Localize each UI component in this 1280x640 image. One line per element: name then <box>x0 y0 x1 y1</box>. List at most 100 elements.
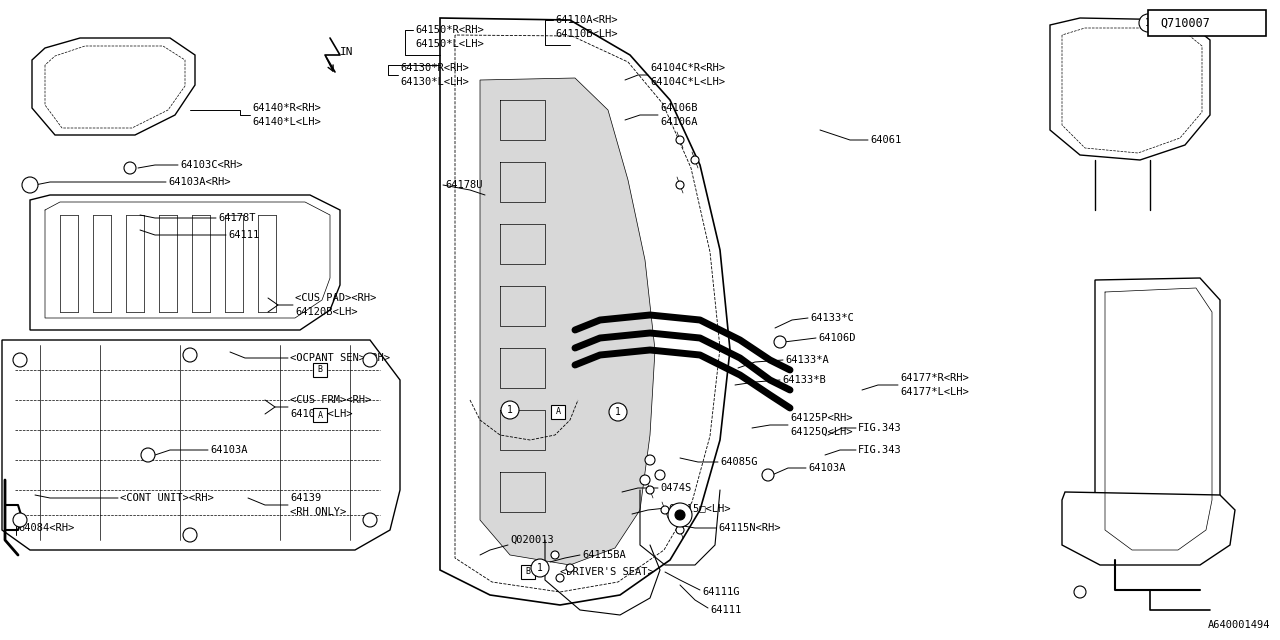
Text: 64100A<LH>: 64100A<LH> <box>291 409 352 419</box>
Text: 64106B: 64106B <box>660 103 698 113</box>
Polygon shape <box>32 38 195 135</box>
Text: 64133*A: 64133*A <box>785 355 828 365</box>
Circle shape <box>655 470 666 480</box>
Text: 64103A: 64103A <box>210 445 247 455</box>
Polygon shape <box>1050 18 1210 160</box>
Text: 64178U: 64178U <box>445 180 483 190</box>
Polygon shape <box>480 78 655 565</box>
Text: <OCPANT SEN><RH>: <OCPANT SEN><RH> <box>291 353 390 363</box>
Text: 1: 1 <box>538 563 543 573</box>
Text: 64125P<RH>: 64125P<RH> <box>790 413 852 423</box>
Polygon shape <box>3 340 399 550</box>
Circle shape <box>141 448 155 462</box>
Text: 64111G: 64111G <box>701 587 740 597</box>
Text: A: A <box>556 408 561 417</box>
Text: 64115□<LH>: 64115□<LH> <box>668 503 731 513</box>
Text: 64125Q<LH>: 64125Q<LH> <box>790 427 852 437</box>
Circle shape <box>556 574 564 582</box>
Text: 64104C*R<RH>: 64104C*R<RH> <box>650 63 724 73</box>
Bar <box>550 405 564 419</box>
Circle shape <box>676 136 684 144</box>
Text: 64103A<RH>: 64103A<RH> <box>168 177 230 187</box>
Text: <RH ONLY>: <RH ONLY> <box>291 507 347 517</box>
Text: 64115BA: 64115BA <box>582 550 626 560</box>
Text: A640001494: A640001494 <box>1207 620 1270 630</box>
Circle shape <box>500 401 518 419</box>
Circle shape <box>691 156 699 164</box>
Text: A: A <box>317 410 323 419</box>
Text: 64103C<RH>: 64103C<RH> <box>180 160 242 170</box>
Text: 64110A<RH>: 64110A<RH> <box>556 15 617 25</box>
Text: 64110B<LH>: 64110B<LH> <box>556 29 617 39</box>
Text: <CONT UNIT><RH>: <CONT UNIT><RH> <box>120 493 214 503</box>
Circle shape <box>566 564 573 572</box>
Bar <box>314 408 326 422</box>
Circle shape <box>13 353 27 367</box>
Polygon shape <box>440 18 730 605</box>
Text: B: B <box>317 365 323 374</box>
Text: 64139: 64139 <box>291 493 321 503</box>
Text: 64133*B: 64133*B <box>782 375 826 385</box>
Circle shape <box>646 486 654 494</box>
Circle shape <box>774 336 786 348</box>
Text: 64104C*L<LH>: 64104C*L<LH> <box>650 77 724 87</box>
Text: <CUS FRM><RH>: <CUS FRM><RH> <box>291 395 371 405</box>
Text: <DRIVER'S SEAT>: <DRIVER'S SEAT> <box>561 567 654 577</box>
Circle shape <box>609 403 627 421</box>
Text: 64084<RH>: 64084<RH> <box>18 523 74 533</box>
Circle shape <box>22 177 38 193</box>
Circle shape <box>660 506 669 514</box>
Polygon shape <box>29 195 340 330</box>
Text: 64115N<RH>: 64115N<RH> <box>718 523 781 533</box>
Text: 64177*R<RH>: 64177*R<RH> <box>900 373 969 383</box>
Bar <box>1148 10 1266 36</box>
Text: B: B <box>526 568 530 577</box>
Circle shape <box>676 181 684 189</box>
Circle shape <box>550 551 559 559</box>
Text: 64106D: 64106D <box>818 333 855 343</box>
Text: 64150*L<LH>: 64150*L<LH> <box>415 39 484 49</box>
Text: 64133*C: 64133*C <box>810 313 854 323</box>
Text: 64111: 64111 <box>228 230 260 240</box>
Text: 64103A: 64103A <box>808 463 846 473</box>
Circle shape <box>1074 586 1085 598</box>
Text: 64150*R<RH>: 64150*R<RH> <box>415 25 484 35</box>
Polygon shape <box>1094 278 1220 560</box>
Text: IN: IN <box>340 47 353 57</box>
Text: Q710007: Q710007 <box>1160 17 1210 29</box>
Text: 1: 1 <box>616 407 621 417</box>
Bar <box>521 565 535 579</box>
Circle shape <box>676 526 684 534</box>
Text: 64177*L<LH>: 64177*L<LH> <box>900 387 969 397</box>
Bar <box>314 363 326 377</box>
Circle shape <box>364 513 378 527</box>
Text: FIG.343: FIG.343 <box>858 423 901 433</box>
Circle shape <box>640 475 650 485</box>
Text: 64111: 64111 <box>710 605 741 615</box>
Circle shape <box>183 528 197 542</box>
Text: 64061: 64061 <box>870 135 901 145</box>
Text: FIG.343: FIG.343 <box>858 445 901 455</box>
Circle shape <box>668 503 692 527</box>
Text: <CUS PAD><RH>: <CUS PAD><RH> <box>294 293 376 303</box>
Text: 64130*L<LH>: 64130*L<LH> <box>399 77 468 87</box>
Circle shape <box>1139 14 1157 32</box>
Text: 64120B<LH>: 64120B<LH> <box>294 307 357 317</box>
Circle shape <box>364 353 378 367</box>
Text: 64085G: 64085G <box>719 457 758 467</box>
Text: 1: 1 <box>1146 18 1151 28</box>
Circle shape <box>124 162 136 174</box>
Circle shape <box>183 348 197 362</box>
Text: 64140*L<LH>: 64140*L<LH> <box>252 117 321 127</box>
Circle shape <box>675 510 685 520</box>
Text: 64130*R<RH>: 64130*R<RH> <box>399 63 468 73</box>
Text: Q020013: Q020013 <box>509 535 554 545</box>
Text: 0474S: 0474S <box>660 483 691 493</box>
Text: 1: 1 <box>507 405 513 415</box>
Circle shape <box>645 455 655 465</box>
Circle shape <box>762 469 774 481</box>
Text: 64178T: 64178T <box>218 213 256 223</box>
Circle shape <box>13 513 27 527</box>
Text: 64140*R<RH>: 64140*R<RH> <box>252 103 321 113</box>
Text: 64106A: 64106A <box>660 117 698 127</box>
